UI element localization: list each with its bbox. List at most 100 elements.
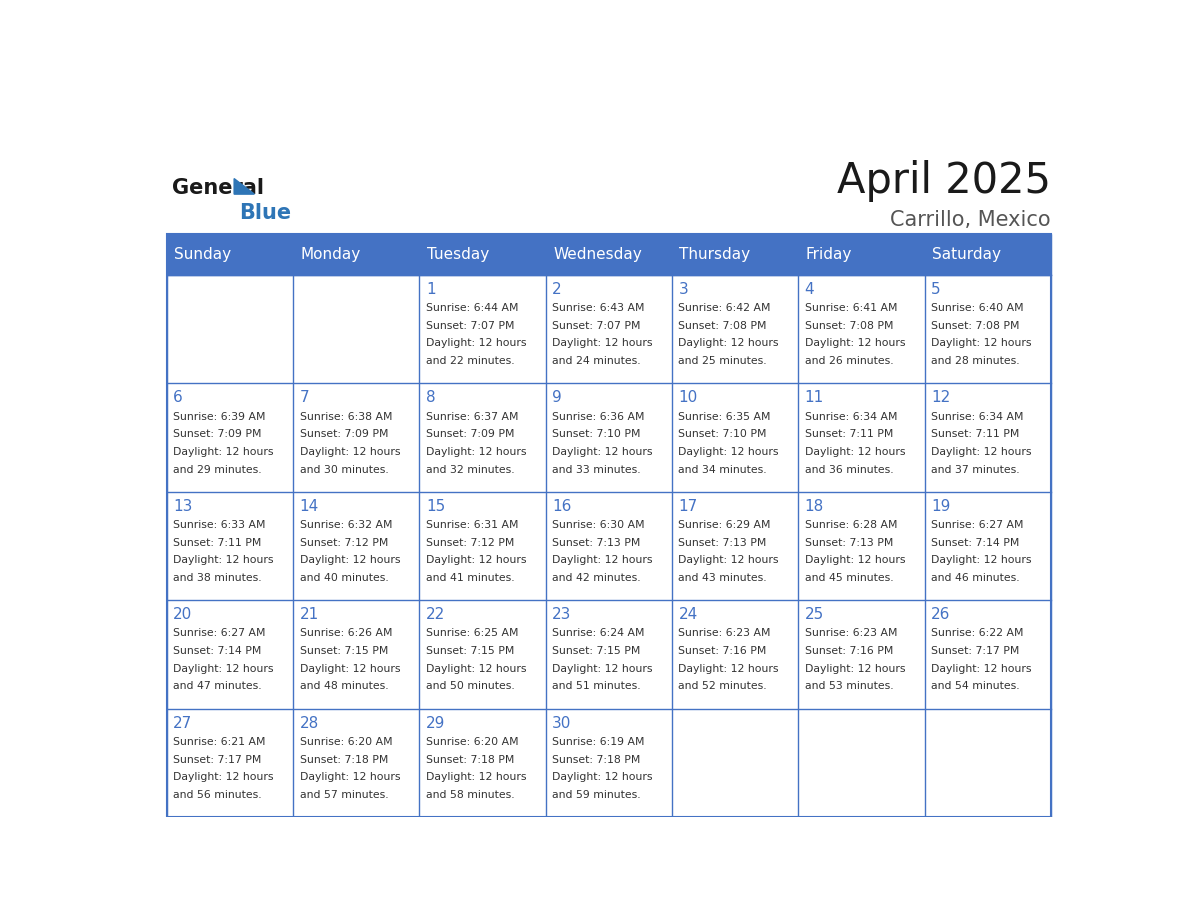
Text: Daylight: 12 hours: Daylight: 12 hours (552, 447, 652, 457)
Text: Daylight: 12 hours: Daylight: 12 hours (173, 447, 274, 457)
Text: Sunset: 7:12 PM: Sunset: 7:12 PM (425, 538, 514, 548)
Bar (672, 492, 798, 600)
Text: April 2025: April 2025 (836, 160, 1051, 202)
Text: Sunrise: 6:27 AM: Sunrise: 6:27 AM (931, 520, 1024, 530)
Text: and 37 minutes.: and 37 minutes. (931, 465, 1019, 475)
Text: 29: 29 (425, 716, 446, 731)
Text: Sunrise: 6:23 AM: Sunrise: 6:23 AM (804, 629, 897, 638)
Bar (166, 234, 1051, 274)
Bar (166, 384, 293, 492)
Text: Daylight: 12 hours: Daylight: 12 hours (552, 772, 652, 782)
Text: 2: 2 (552, 282, 562, 297)
Text: Sunrise: 6:41 AM: Sunrise: 6:41 AM (804, 303, 897, 313)
Text: Sunrise: 6:43 AM: Sunrise: 6:43 AM (552, 303, 645, 313)
Text: 18: 18 (804, 498, 824, 514)
Text: Daylight: 12 hours: Daylight: 12 hours (299, 555, 400, 565)
Bar (672, 600, 798, 709)
Text: and 56 minutes.: and 56 minutes. (173, 789, 263, 800)
Text: Sunset: 7:12 PM: Sunset: 7:12 PM (299, 538, 388, 548)
Text: Sunrise: 6:23 AM: Sunrise: 6:23 AM (678, 629, 771, 638)
Text: Sunrise: 6:42 AM: Sunrise: 6:42 AM (678, 303, 771, 313)
Text: Carrillo, Mexico: Carrillo, Mexico (890, 209, 1051, 230)
Text: and 25 minutes.: and 25 minutes. (678, 356, 767, 366)
Text: 24: 24 (678, 607, 697, 622)
Text: 8: 8 (425, 390, 436, 406)
Text: Sunrise: 6:29 AM: Sunrise: 6:29 AM (678, 520, 771, 530)
Text: Sunset: 7:18 PM: Sunset: 7:18 PM (425, 755, 514, 765)
Bar (419, 600, 545, 709)
Text: 21: 21 (299, 607, 318, 622)
Text: Sunset: 7:13 PM: Sunset: 7:13 PM (552, 538, 640, 548)
Text: Daylight: 12 hours: Daylight: 12 hours (804, 555, 905, 565)
Text: and 36 minutes.: and 36 minutes. (804, 465, 893, 475)
Text: and 29 minutes.: and 29 minutes. (173, 465, 263, 475)
Text: Sunset: 7:13 PM: Sunset: 7:13 PM (678, 538, 766, 548)
Text: Sunset: 7:07 PM: Sunset: 7:07 PM (552, 320, 640, 330)
Bar (419, 274, 545, 384)
Text: and 38 minutes.: and 38 minutes. (173, 573, 263, 583)
Text: and 28 minutes.: and 28 minutes. (931, 356, 1019, 366)
Text: and 43 minutes.: and 43 minutes. (678, 573, 767, 583)
Text: Sunset: 7:10 PM: Sunset: 7:10 PM (552, 430, 640, 439)
Bar (166, 709, 293, 817)
Text: Daylight: 12 hours: Daylight: 12 hours (931, 339, 1031, 349)
Text: Sunset: 7:15 PM: Sunset: 7:15 PM (299, 646, 388, 656)
Text: and 46 minutes.: and 46 minutes. (931, 573, 1019, 583)
Text: and 22 minutes.: and 22 minutes. (425, 356, 514, 366)
Bar (419, 492, 545, 600)
Text: Sunrise: 6:26 AM: Sunrise: 6:26 AM (299, 629, 392, 638)
Bar (293, 384, 419, 492)
Text: Daylight: 12 hours: Daylight: 12 hours (425, 772, 526, 782)
Text: Sunrise: 6:44 AM: Sunrise: 6:44 AM (425, 303, 518, 313)
Text: and 51 minutes.: and 51 minutes. (552, 681, 640, 691)
Text: and 53 minutes.: and 53 minutes. (804, 681, 893, 691)
Bar (293, 492, 419, 600)
Text: 27: 27 (173, 716, 192, 731)
Text: Sunset: 7:16 PM: Sunset: 7:16 PM (678, 646, 766, 656)
Text: and 40 minutes.: and 40 minutes. (299, 573, 388, 583)
Bar (166, 274, 293, 384)
Text: Daylight: 12 hours: Daylight: 12 hours (804, 339, 905, 349)
Text: Daylight: 12 hours: Daylight: 12 hours (173, 664, 274, 674)
Text: Wednesday: Wednesday (554, 247, 642, 262)
Bar (672, 709, 798, 817)
Text: 14: 14 (299, 498, 318, 514)
Text: 17: 17 (678, 498, 697, 514)
Bar (545, 274, 672, 384)
Text: Daylight: 12 hours: Daylight: 12 hours (552, 664, 652, 674)
Text: 5: 5 (931, 282, 941, 297)
Text: Sunrise: 6:33 AM: Sunrise: 6:33 AM (173, 520, 266, 530)
Text: Sunrise: 6:36 AM: Sunrise: 6:36 AM (552, 411, 645, 421)
Text: Daylight: 12 hours: Daylight: 12 hours (299, 447, 400, 457)
Text: Sunset: 7:08 PM: Sunset: 7:08 PM (931, 320, 1019, 330)
Bar (419, 384, 545, 492)
Text: Sunset: 7:17 PM: Sunset: 7:17 PM (173, 755, 261, 765)
Text: Sunrise: 6:20 AM: Sunrise: 6:20 AM (425, 737, 518, 747)
Text: Sunrise: 6:34 AM: Sunrise: 6:34 AM (804, 411, 897, 421)
Text: Sunset: 7:11 PM: Sunset: 7:11 PM (173, 538, 261, 548)
Bar (924, 709, 1051, 817)
Text: Sunset: 7:18 PM: Sunset: 7:18 PM (552, 755, 640, 765)
Text: Daylight: 12 hours: Daylight: 12 hours (425, 339, 526, 349)
Text: and 54 minutes.: and 54 minutes. (931, 681, 1019, 691)
Text: Sunrise: 6:40 AM: Sunrise: 6:40 AM (931, 303, 1024, 313)
Text: 22: 22 (425, 607, 446, 622)
Text: and 41 minutes.: and 41 minutes. (425, 573, 514, 583)
Text: Daylight: 12 hours: Daylight: 12 hours (931, 555, 1031, 565)
Text: Sunset: 7:17 PM: Sunset: 7:17 PM (931, 646, 1019, 656)
Text: Daylight: 12 hours: Daylight: 12 hours (678, 447, 779, 457)
Text: and 47 minutes.: and 47 minutes. (173, 681, 263, 691)
Text: Sunrise: 6:39 AM: Sunrise: 6:39 AM (173, 411, 266, 421)
Text: Friday: Friday (805, 247, 852, 262)
Text: and 57 minutes.: and 57 minutes. (299, 789, 388, 800)
Text: Monday: Monday (301, 247, 361, 262)
Text: Blue: Blue (239, 203, 291, 223)
Text: Daylight: 12 hours: Daylight: 12 hours (425, 664, 526, 674)
Text: 3: 3 (678, 282, 688, 297)
Text: 25: 25 (804, 607, 824, 622)
Text: Sunrise: 6:24 AM: Sunrise: 6:24 AM (552, 629, 645, 638)
Text: Sunset: 7:09 PM: Sunset: 7:09 PM (299, 430, 388, 439)
Bar (798, 492, 924, 600)
Polygon shape (234, 179, 254, 194)
Text: Sunrise: 6:32 AM: Sunrise: 6:32 AM (299, 520, 392, 530)
